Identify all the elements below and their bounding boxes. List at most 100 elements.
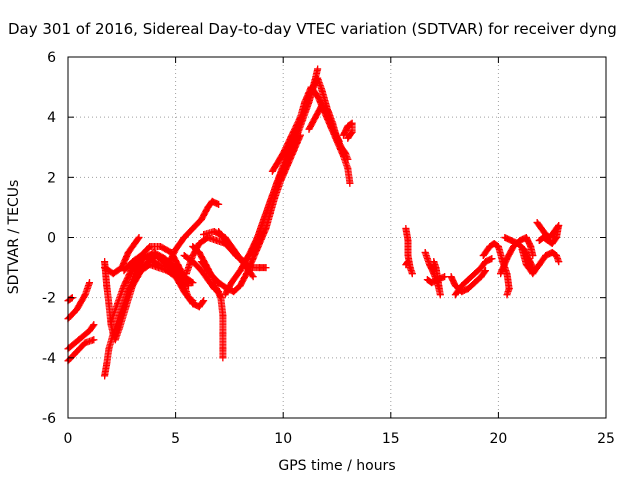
data-point [505,285,513,293]
data-point [249,273,257,281]
data-point-markers [64,294,76,305]
data-point [441,273,449,281]
data-series [64,65,563,380]
data-point [215,228,223,235]
y-tick-label: -2 [42,291,56,307]
data-point [154,261,162,269]
data-point [101,264,109,272]
x-tick-label: 15 [382,431,400,447]
data-point [518,246,526,253]
data-track [447,267,489,296]
data-point [479,252,487,259]
data-point [157,243,164,250]
data-point [172,267,180,275]
data-point [90,336,98,344]
data-point [253,234,261,241]
data-point [219,312,227,320]
data-point [423,276,431,284]
data-point [232,252,240,259]
data-point [464,276,472,284]
data-point [529,270,537,278]
data-point [348,119,356,127]
data-point [185,294,192,302]
data-point [432,264,440,272]
x-axis-label: GPS time / hours [278,458,395,474]
data-point [221,291,229,299]
data-point [262,264,270,272]
data-point [548,249,556,256]
axis-ticks: 0 5 10 15 20 25 -6 -4 -2 0 2 4 6 [42,50,615,447]
data-point [135,234,143,241]
data-point [329,119,337,127]
data-point [114,300,121,308]
data-point [447,273,455,281]
data-point [514,240,522,247]
data-point [105,345,113,353]
data-point [555,222,563,229]
data-point [477,264,485,272]
data-point [344,155,352,163]
data-point [90,321,98,329]
data-point [131,240,139,247]
data-point [421,249,429,256]
data-point [296,113,304,121]
data-track [533,219,563,247]
data-track [423,273,449,287]
data-track [421,249,444,299]
data-point-markers [402,225,416,278]
data-point [204,203,212,211]
grid [68,57,606,418]
data-point [436,291,444,299]
data-point [215,279,223,287]
data-point [318,86,326,94]
data-point [314,74,322,82]
data-point [408,270,416,278]
data-point [81,339,89,347]
data-point [268,167,276,175]
data-track [64,321,98,353]
data-point [101,258,109,266]
y-tick-label: -6 [42,411,56,427]
data-point [273,179,281,187]
data-point [131,270,139,278]
x-tick-label: 20 [489,431,507,447]
data-point [129,258,137,266]
data-point [215,200,223,208]
data-track [64,294,76,305]
data-point [219,354,227,362]
data-point [348,128,356,136]
data-point [503,255,511,263]
data-point [213,237,220,244]
data-point [189,225,197,232]
data-point [451,282,459,290]
data-point [195,240,203,247]
data-point [458,282,466,290]
data-point [197,267,205,275]
data-point [200,231,208,238]
data-point [228,279,236,287]
data-point [189,252,197,259]
data-point [195,303,203,311]
y-tick-label: 6 [47,50,56,66]
data-point [172,246,180,253]
data-point [482,267,489,275]
data-point [81,291,89,299]
data-track [518,246,563,278]
y-tick-label: 4 [47,110,56,126]
data-point [111,333,119,341]
data-point [120,267,128,275]
data-point [527,243,535,250]
data-track [163,197,223,272]
data-point [482,258,489,266]
data-point [249,255,257,263]
data-point [312,113,319,121]
data-point [346,179,354,187]
data-point [266,197,274,205]
data-point [197,258,205,266]
data-point [189,279,197,287]
data-point [236,267,244,275]
data-point [189,258,197,266]
data-point [553,252,560,259]
data-point [314,65,322,73]
